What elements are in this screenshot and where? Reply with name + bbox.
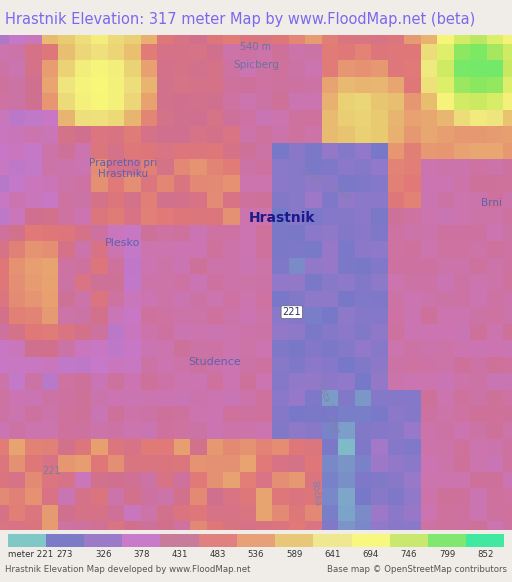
- Text: 540 m: 540 m: [241, 42, 271, 52]
- Text: 431: 431: [172, 549, 188, 559]
- Text: 799: 799: [439, 549, 455, 559]
- Text: 694: 694: [362, 549, 379, 559]
- Bar: [160, 534, 199, 547]
- Text: 641: 641: [324, 549, 340, 559]
- Text: Hrastnik Elevation: 317 meter Map by www.FloodMap.net (beta): Hrastnik Elevation: 317 meter Map by www…: [5, 12, 475, 27]
- Bar: [352, 534, 390, 547]
- Bar: [313, 534, 352, 547]
- Bar: [275, 534, 313, 547]
- Text: Prapretno pri
Hrastniku: Prapretno pri Hrastniku: [89, 158, 157, 179]
- Text: 273: 273: [57, 549, 73, 559]
- Text: 326: 326: [95, 549, 112, 559]
- Text: 221: 221: [283, 307, 301, 317]
- Text: 483: 483: [209, 549, 226, 559]
- Text: Brni: Brni: [481, 198, 502, 208]
- Bar: [84, 534, 122, 547]
- Text: Cesta 1. maja: Cesta 1. maja: [297, 166, 353, 201]
- Text: 589: 589: [286, 549, 303, 559]
- Bar: [46, 534, 84, 547]
- Text: Hrastnik: Hrastnik: [248, 211, 315, 225]
- Text: Bočka: Bočka: [309, 480, 321, 506]
- Text: Plesko: Plesko: [105, 238, 141, 248]
- Text: Studence: Studence: [188, 357, 242, 367]
- Bar: [466, 534, 504, 547]
- Text: 221: 221: [42, 466, 60, 475]
- Bar: [8, 534, 46, 547]
- Text: 852: 852: [477, 549, 494, 559]
- Bar: [237, 534, 275, 547]
- Text: 378: 378: [133, 549, 150, 559]
- Text: Cesta 3. julija: Cesta 3. julija: [314, 378, 341, 435]
- Text: 746: 746: [400, 549, 417, 559]
- Text: 536: 536: [248, 549, 264, 559]
- Text: Spicberg: Spicberg: [233, 60, 279, 70]
- Bar: [199, 534, 237, 547]
- Bar: [390, 534, 428, 547]
- Text: Base map © OpenStreetMap contributors: Base map © OpenStreetMap contributors: [327, 565, 507, 574]
- Text: meter 221: meter 221: [8, 549, 53, 559]
- Text: Hrastnik Elevation Map developed by www.FloodMap.net: Hrastnik Elevation Map developed by www.…: [5, 565, 250, 574]
- Bar: [428, 534, 466, 547]
- Bar: [122, 534, 160, 547]
